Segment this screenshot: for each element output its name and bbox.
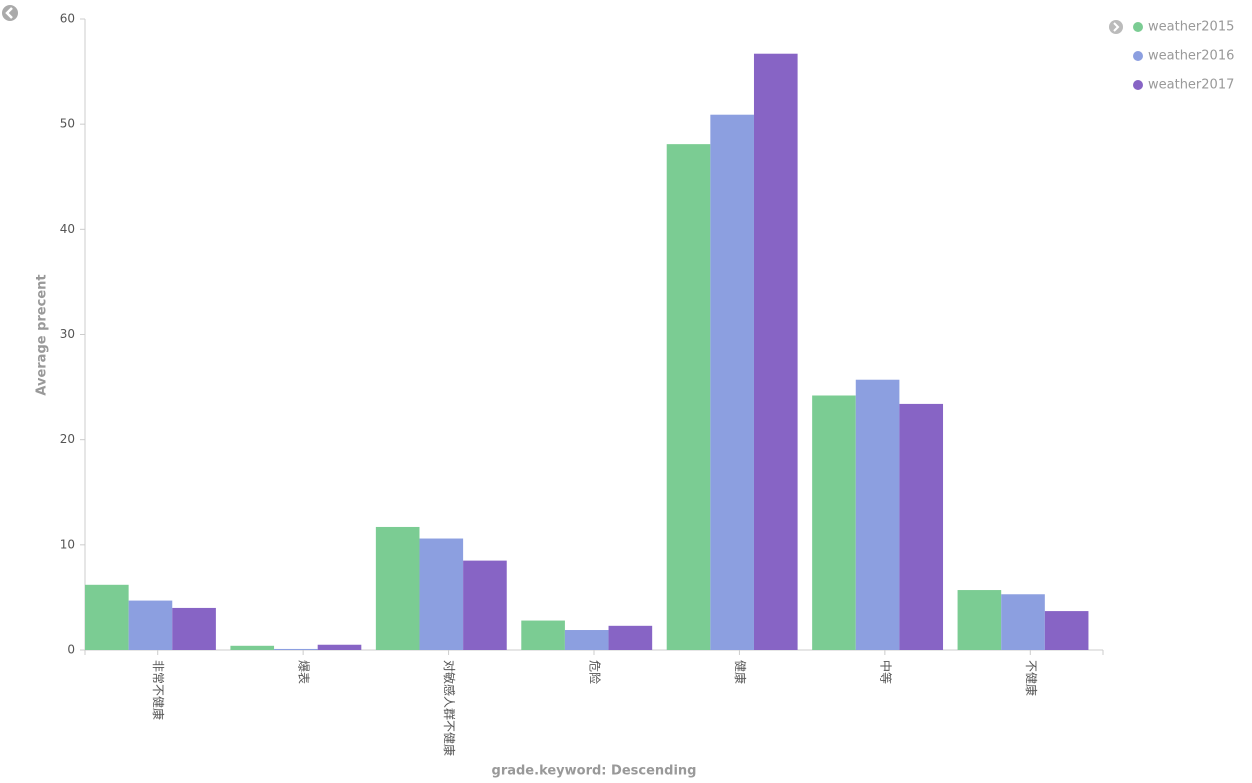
- bar: [564, 630, 609, 650]
- bar: [608, 625, 653, 650]
- x-tick-label: 非常不健康: [151, 660, 166, 720]
- bar: [855, 379, 900, 650]
- legend-toggle[interactable]: [1109, 20, 1123, 34]
- bar: [317, 644, 362, 650]
- bar: [230, 645, 275, 650]
- y-tick-label: 20: [60, 432, 75, 446]
- legend-swatch[interactable]: [1133, 80, 1143, 90]
- bar: [521, 620, 565, 650]
- bar: [957, 590, 1002, 650]
- x-tick-label: 爆表: [297, 660, 311, 684]
- bar: [463, 560, 507, 650]
- legend-swatch[interactable]: [1133, 22, 1143, 32]
- legend-label[interactable]: weather2015: [1148, 20, 1234, 35]
- legend-label[interactable]: weather2016: [1148, 49, 1234, 64]
- x-tick-label: 危险: [588, 660, 603, 684]
- x-tick-label: 健康: [733, 660, 748, 684]
- collapse-icon[interactable]: [2, 5, 18, 21]
- bar: [899, 403, 944, 650]
- legend-swatch[interactable]: [1133, 51, 1143, 61]
- y-tick-label: 0: [67, 643, 75, 657]
- y-tick-label: 40: [60, 222, 75, 236]
- x-axis-title: grade.keyword: Descending: [492, 764, 697, 779]
- x-tick-label: 中等: [878, 660, 893, 684]
- bar: [666, 144, 711, 651]
- bar: [710, 114, 754, 651]
- bar: [85, 584, 129, 650]
- bar: [274, 648, 318, 650]
- y-tick-label: 50: [60, 117, 75, 131]
- y-tick-label: 30: [60, 327, 75, 341]
- bar: [375, 526, 420, 650]
- y-tick-label: 60: [60, 12, 75, 26]
- x-tick-label: 不健康: [1024, 660, 1039, 696]
- bar: [172, 607, 216, 650]
- x-tick-label: 对敏感人群不健康: [442, 660, 457, 756]
- bar: [1001, 594, 1045, 650]
- bar: [812, 395, 856, 650]
- bar: [419, 538, 464, 650]
- y-tick-label: 10: [60, 537, 75, 551]
- y-axis-title: Average precent: [35, 274, 50, 395]
- bar: [1044, 611, 1089, 650]
- bar: [128, 600, 173, 650]
- legend-label[interactable]: weather2017: [1148, 78, 1234, 93]
- bar: [753, 53, 798, 650]
